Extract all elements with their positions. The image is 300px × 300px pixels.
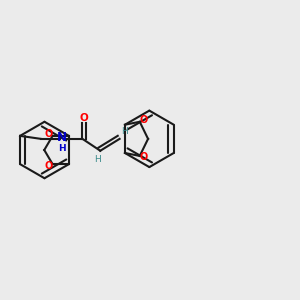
- Text: O: O: [80, 113, 88, 123]
- Text: O: O: [45, 129, 53, 140]
- Text: N: N: [57, 131, 67, 144]
- Text: H: H: [58, 144, 65, 153]
- Text: O: O: [139, 115, 147, 125]
- Text: H: H: [94, 155, 101, 164]
- Text: O: O: [45, 160, 53, 171]
- Text: O: O: [139, 152, 147, 162]
- Text: H: H: [121, 127, 128, 136]
